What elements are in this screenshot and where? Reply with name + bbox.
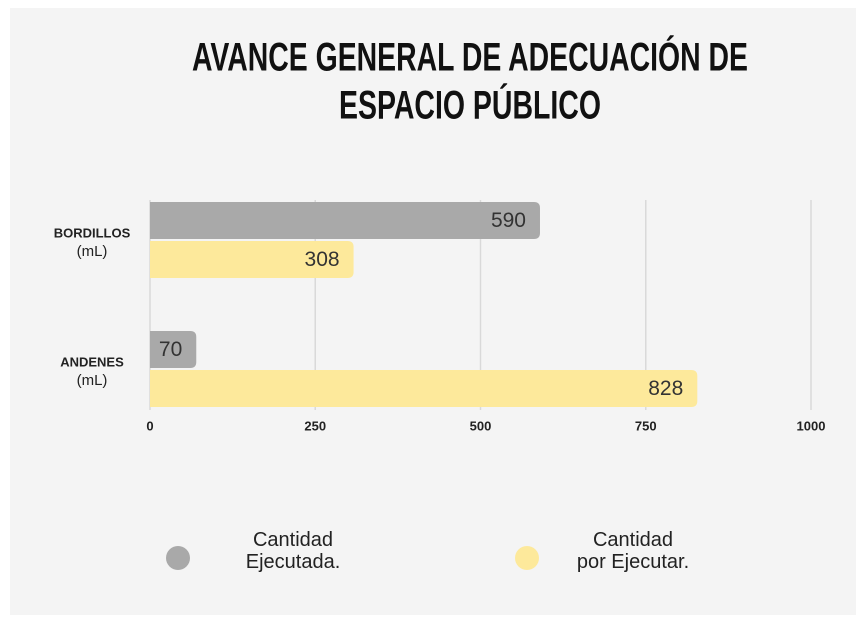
data-label: 70 (159, 338, 182, 361)
chart-title: ESPACIO PÚBLICO (339, 82, 601, 128)
x-tick-label: 1000 (797, 418, 826, 433)
y-tick-label: (mL) (77, 372, 108, 389)
data-label: 590 (491, 209, 526, 232)
background (10, 8, 856, 615)
y-tick-label: (mL) (77, 243, 108, 260)
bar (150, 370, 698, 407)
legend-label: Cantidad por Ejecutar. (577, 529, 689, 573)
bar (150, 331, 197, 368)
x-tick-label: 750 (635, 418, 657, 433)
y-tick-label: ANDENES (60, 354, 124, 369)
legend-marker (515, 546, 539, 570)
x-tick-label: 500 (470, 418, 492, 433)
bar (150, 202, 540, 239)
x-tick-label: 0 (146, 418, 153, 433)
x-tick-label: 250 (304, 418, 326, 433)
bar (150, 241, 354, 278)
data-label: 828 (648, 377, 683, 400)
y-tick-label: BORDILLOS (54, 225, 131, 240)
legend-label: Cantidad Ejecutada. (246, 529, 341, 573)
chart-title: AVANCE GENERAL DE ADECUACIÓN DE (192, 34, 748, 80)
data-label: 308 (305, 248, 340, 271)
legend-marker (166, 546, 190, 570)
